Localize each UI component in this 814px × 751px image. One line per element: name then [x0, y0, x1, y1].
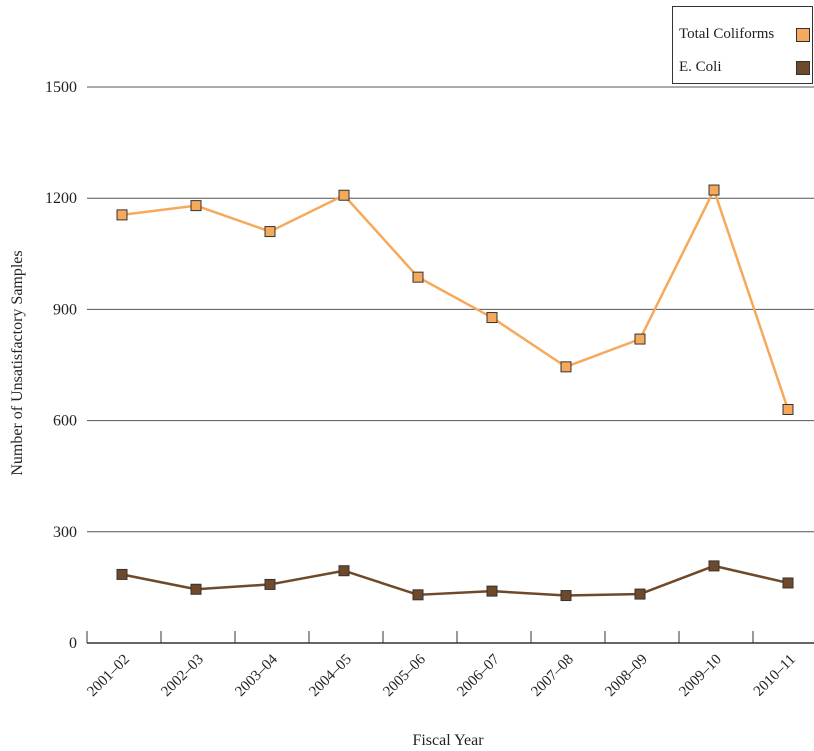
- legend-label: E. Coli: [679, 59, 722, 75]
- data-point: [412, 271, 424, 283]
- data-point: [708, 184, 720, 196]
- data-point: [338, 565, 350, 577]
- x-tick-label: 2004–05: [306, 652, 354, 700]
- x-tick-label: 2009–10: [676, 652, 724, 700]
- data-point: [116, 568, 128, 580]
- legend-swatch: [796, 28, 810, 42]
- x-tick-label: 2008–09: [602, 652, 650, 700]
- y-axis-ticks: 0 300 600 900 1200 1500: [45, 79, 77, 652]
- data-point: [338, 189, 350, 201]
- data-point: [782, 403, 794, 415]
- data-point: [560, 361, 572, 373]
- legend: Total Coliforms E. Coli: [672, 6, 813, 84]
- y-tick-label: 300: [53, 524, 77, 541]
- data-point: [116, 209, 128, 221]
- data-point: [782, 577, 794, 589]
- data-point: [634, 588, 646, 600]
- x-tick-label: 2006–07: [454, 651, 503, 700]
- y-tick-label: 600: [53, 413, 77, 430]
- x-axis-label: Fiscal Year: [412, 732, 484, 749]
- y-tick-label: 1500: [45, 79, 77, 96]
- x-tick-label: 2007–08: [528, 652, 576, 700]
- data-point: [264, 226, 276, 238]
- series-line: [121, 188, 790, 410]
- x-axis-ticks: 2001–02 2002–03 2003–04 2004–05 2005–06 2006–…: [84, 651, 798, 700]
- legend-item-e-coli: E. Coli: [679, 57, 810, 77]
- y-tick-label: 1200: [45, 190, 77, 207]
- y-axis-label: Number of Unsatisfactory Samples: [9, 250, 26, 475]
- data-point: [560, 590, 572, 602]
- data-point: [190, 200, 202, 212]
- data-point: [708, 560, 720, 572]
- series-group: [116, 184, 794, 602]
- series-total-coliforms: [116, 184, 794, 415]
- data-point: [264, 578, 276, 590]
- y-tick-label: 0: [69, 635, 77, 652]
- data-point: [634, 333, 646, 345]
- gridlines: [87, 86, 814, 533]
- x-tick-label: 2001–02: [84, 652, 132, 700]
- y-tick-label: 900: [53, 301, 77, 318]
- x-tick-label: 2005–06: [380, 651, 429, 700]
- x-tick-label: 2002–03: [158, 652, 206, 700]
- data-point: [486, 312, 498, 324]
- x-axis: [86, 631, 814, 644]
- data-point: [190, 583, 202, 595]
- x-tick-label: 2003–04: [232, 651, 281, 700]
- data-point: [486, 585, 498, 597]
- series-e-coli: [116, 560, 794, 602]
- x-tick-label: 2010–11: [751, 652, 799, 700]
- legend-swatch: [796, 61, 810, 75]
- legend-item-total-coliforms: Total Coliforms: [679, 24, 810, 44]
- legend-label: Total Coliforms: [679, 26, 775, 42]
- data-point: [412, 589, 424, 601]
- series-line: [121, 564, 789, 597]
